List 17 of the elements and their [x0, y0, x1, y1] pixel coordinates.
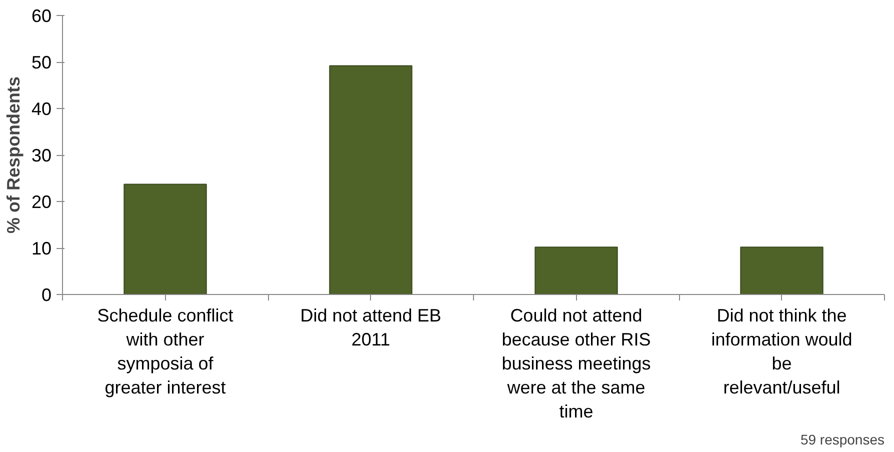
bar: [740, 246, 824, 294]
bar: [124, 184, 207, 294]
x-tick-label: Schedule conflict with other symposia of greater interest: [97, 306, 234, 398]
x-tick-label: Did not attend EB 2011: [300, 306, 442, 350]
y-tick-label: 0: [41, 285, 52, 305]
text: 59 responses: [800, 432, 885, 448]
x-tick-label: Did not think the information would be relevant/useful: [711, 306, 852, 398]
y-axis-title: % of Respondents: [3, 76, 24, 234]
bar: [534, 246, 618, 294]
y-tick-label: 40: [31, 99, 52, 119]
y-tick-label: 30: [31, 146, 52, 166]
y-tick-label: 20: [31, 192, 52, 212]
y-tick-label: 50: [31, 52, 52, 72]
y-tick-label: 10: [31, 238, 52, 258]
y-tick-label: 60: [31, 6, 52, 26]
bar: [329, 65, 412, 294]
x-tick-label: Could not attend because other RIS business meetings were at the same time: [502, 306, 651, 422]
